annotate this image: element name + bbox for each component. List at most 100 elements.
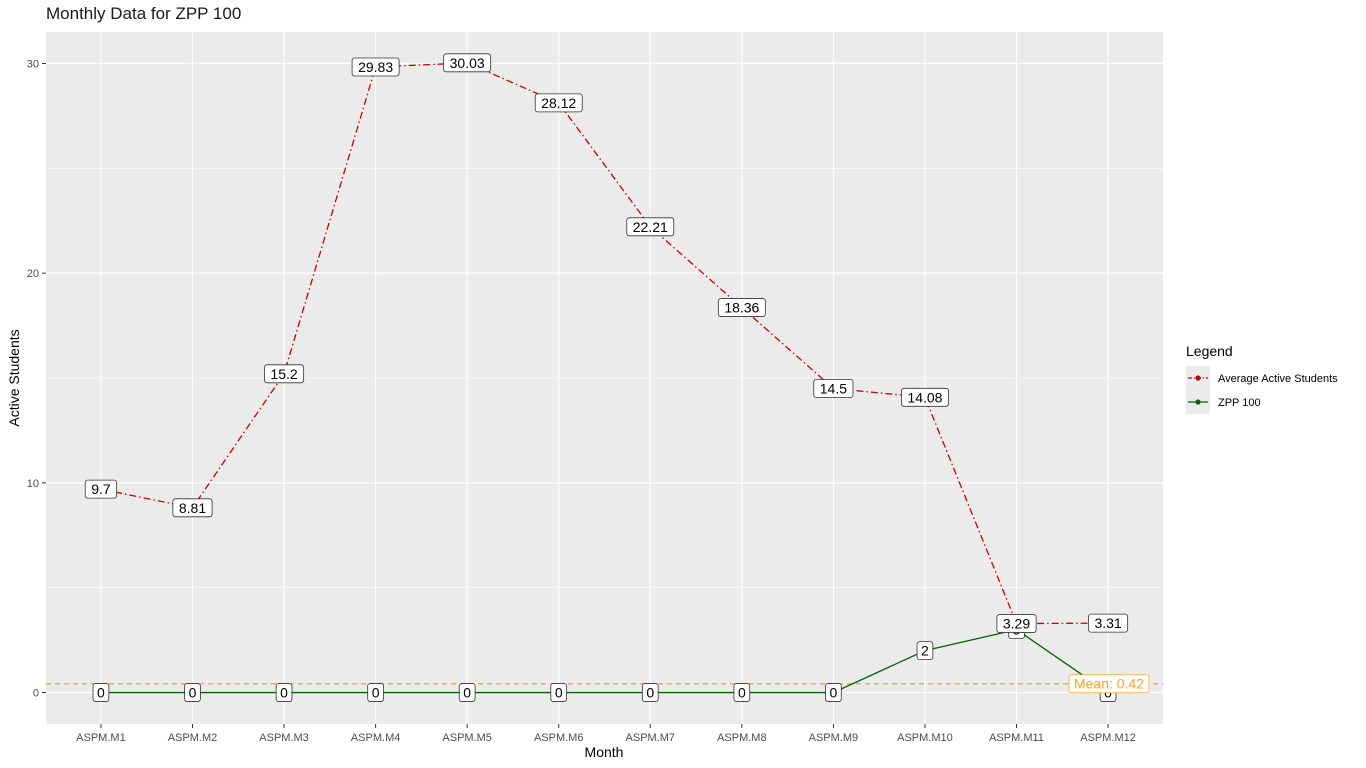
x-tick-label: ASPM.M9 xyxy=(809,732,859,744)
major-gridlines xyxy=(46,32,1163,724)
data-label: 0 xyxy=(825,683,842,702)
data-label: 15.2 xyxy=(264,364,305,384)
data-label-box xyxy=(92,683,110,702)
data-label: 9.7 xyxy=(84,479,118,499)
data-label: 3.31 xyxy=(1088,613,1129,633)
data-label: 0 xyxy=(92,683,110,702)
data-label-text: 3.31 xyxy=(1094,615,1121,631)
data-label-box xyxy=(458,683,476,702)
data-label-box xyxy=(813,379,854,398)
data-label: 22.21 xyxy=(626,217,675,237)
data-label-box xyxy=(443,53,492,73)
data-label: 0 xyxy=(733,683,751,702)
x-tick-label: ASPM.M4 xyxy=(351,732,401,744)
data-label-text: 0 xyxy=(555,685,563,701)
x-tick-label: ASPM.M10 xyxy=(897,732,953,744)
data-label-box xyxy=(901,387,949,407)
data-label-text: 0 xyxy=(372,685,380,701)
data-label-text: 0 xyxy=(189,685,197,701)
legend-item: ZPP 100 xyxy=(1186,390,1261,414)
data-label-text: 18.36 xyxy=(724,300,759,316)
legend-label: ZPP 100 xyxy=(1218,397,1261,409)
data-label-box xyxy=(733,683,751,702)
x-tick-label: ASPM.M12 xyxy=(1080,732,1136,744)
x-tick-label: ASPM.M1 xyxy=(76,732,126,744)
data-label-text: 2 xyxy=(921,643,929,659)
data-label: 0 xyxy=(275,683,293,702)
data-label-box xyxy=(996,614,1037,633)
data-label-text: 14.08 xyxy=(907,389,942,405)
data-label: 8.81 xyxy=(172,498,213,518)
x-tick-label: ASPM.M3 xyxy=(259,732,309,744)
data-label-box xyxy=(275,683,293,702)
data-label-box xyxy=(825,683,842,702)
data-label-box xyxy=(172,498,213,518)
mean-label-box xyxy=(1068,674,1150,694)
legend-title: Legend xyxy=(1186,343,1233,359)
data-label: 3.29 xyxy=(996,614,1037,633)
data-label: 0 xyxy=(184,683,201,702)
data-label-text: 30.03 xyxy=(450,55,485,71)
data-label-box xyxy=(717,298,766,317)
y-tick-label: 30 xyxy=(27,58,39,70)
data-label-text: 0 xyxy=(97,685,105,701)
data-label-box xyxy=(184,683,201,702)
data-label-text: 22.21 xyxy=(633,219,668,235)
data-label: 29.83 xyxy=(351,57,400,77)
data-label: 14.5 xyxy=(813,379,854,398)
legend-key-point xyxy=(1195,375,1201,381)
series-lines xyxy=(100,62,1109,694)
data-label-box xyxy=(264,364,305,384)
data-label-text: 0 xyxy=(463,685,471,701)
data-label: 0 xyxy=(641,683,659,702)
x-tick-label: ASPM.M6 xyxy=(534,732,584,744)
data-label-box xyxy=(534,93,583,113)
data-label-box xyxy=(84,479,118,499)
data-label-text: 3.29 xyxy=(1003,616,1030,632)
data-label-box xyxy=(626,217,675,237)
minor-gridlines xyxy=(46,168,1163,588)
data-label-text: 0 xyxy=(646,685,654,701)
x-tick-label: ASPM.M5 xyxy=(442,732,492,744)
y-tick-label: 10 xyxy=(27,478,39,490)
data-label-text: 0 xyxy=(738,685,746,701)
x-axis: ASPM.M1 ASPM.M2 ASPM.M3 ASPM.M4 ASPM.M5 ASPM.… xyxy=(76,724,1136,744)
data-label: 0 xyxy=(367,683,384,702)
data-label: 0 xyxy=(458,683,476,702)
data-label: 30.03 xyxy=(443,53,492,73)
y-axis: 0 10 20 30 xyxy=(27,58,46,700)
data-label: 28.12 xyxy=(534,93,583,113)
data-label-box xyxy=(1088,613,1129,633)
x-tick-label: ASPM.M11 xyxy=(989,732,1044,744)
data-label-box xyxy=(916,641,934,661)
legend-key-point xyxy=(1195,399,1201,405)
y-tick-label: 0 xyxy=(33,688,39,700)
x-axis-title: Month xyxy=(585,744,624,760)
series-line xyxy=(100,628,1109,694)
legend-item: Average Active Students xyxy=(1186,366,1338,390)
data-label: 14.08 xyxy=(901,387,949,407)
data-label: 0 xyxy=(550,683,568,702)
data-label-text: 29.83 xyxy=(358,59,393,75)
data-label-text: 9.7 xyxy=(91,481,111,497)
chart-title: Monthly Data for ZPP 100 xyxy=(46,4,242,23)
data-label-text: 0 xyxy=(829,685,837,701)
x-tick-label: ASPM.M7 xyxy=(626,732,676,744)
y-axis-title: Active Students xyxy=(6,329,22,426)
x-tick-label: ASPM.M2 xyxy=(168,732,218,744)
x-tick-label: ASPM.M8 xyxy=(717,732,767,744)
data-label-text: 14.5 xyxy=(820,380,847,396)
data-label-box xyxy=(351,57,400,77)
y-tick-label: 20 xyxy=(27,268,39,280)
data-label-box xyxy=(367,683,384,702)
data-label-text: 15.2 xyxy=(270,366,297,382)
data-label-text: 8.81 xyxy=(179,500,206,516)
legend-label: Average Active Students xyxy=(1218,373,1338,385)
data-label-box xyxy=(550,683,568,702)
series-line xyxy=(100,62,1109,625)
data-label: 18.36 xyxy=(717,298,766,317)
data-label-text: 0 xyxy=(280,685,288,701)
data-label-text: 28.12 xyxy=(541,95,576,111)
data-label: 2 xyxy=(916,641,934,661)
